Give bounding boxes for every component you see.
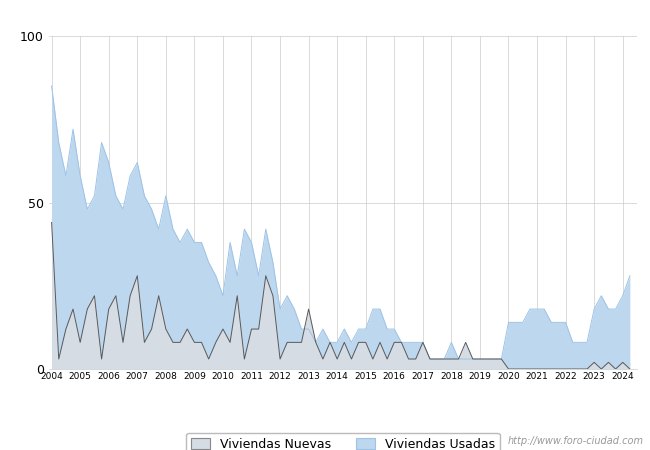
Text: Abarán - Evolucion del Nº de Transacciones Inmobiliarias: Abarán - Evolucion del Nº de Transaccion… [116,9,534,24]
Legend: Viviendas Nuevas, Viviendas Usadas: Viviendas Nuevas, Viviendas Usadas [186,433,500,450]
Text: http://www.foro-ciudad.com: http://www.foro-ciudad.com [508,436,644,446]
